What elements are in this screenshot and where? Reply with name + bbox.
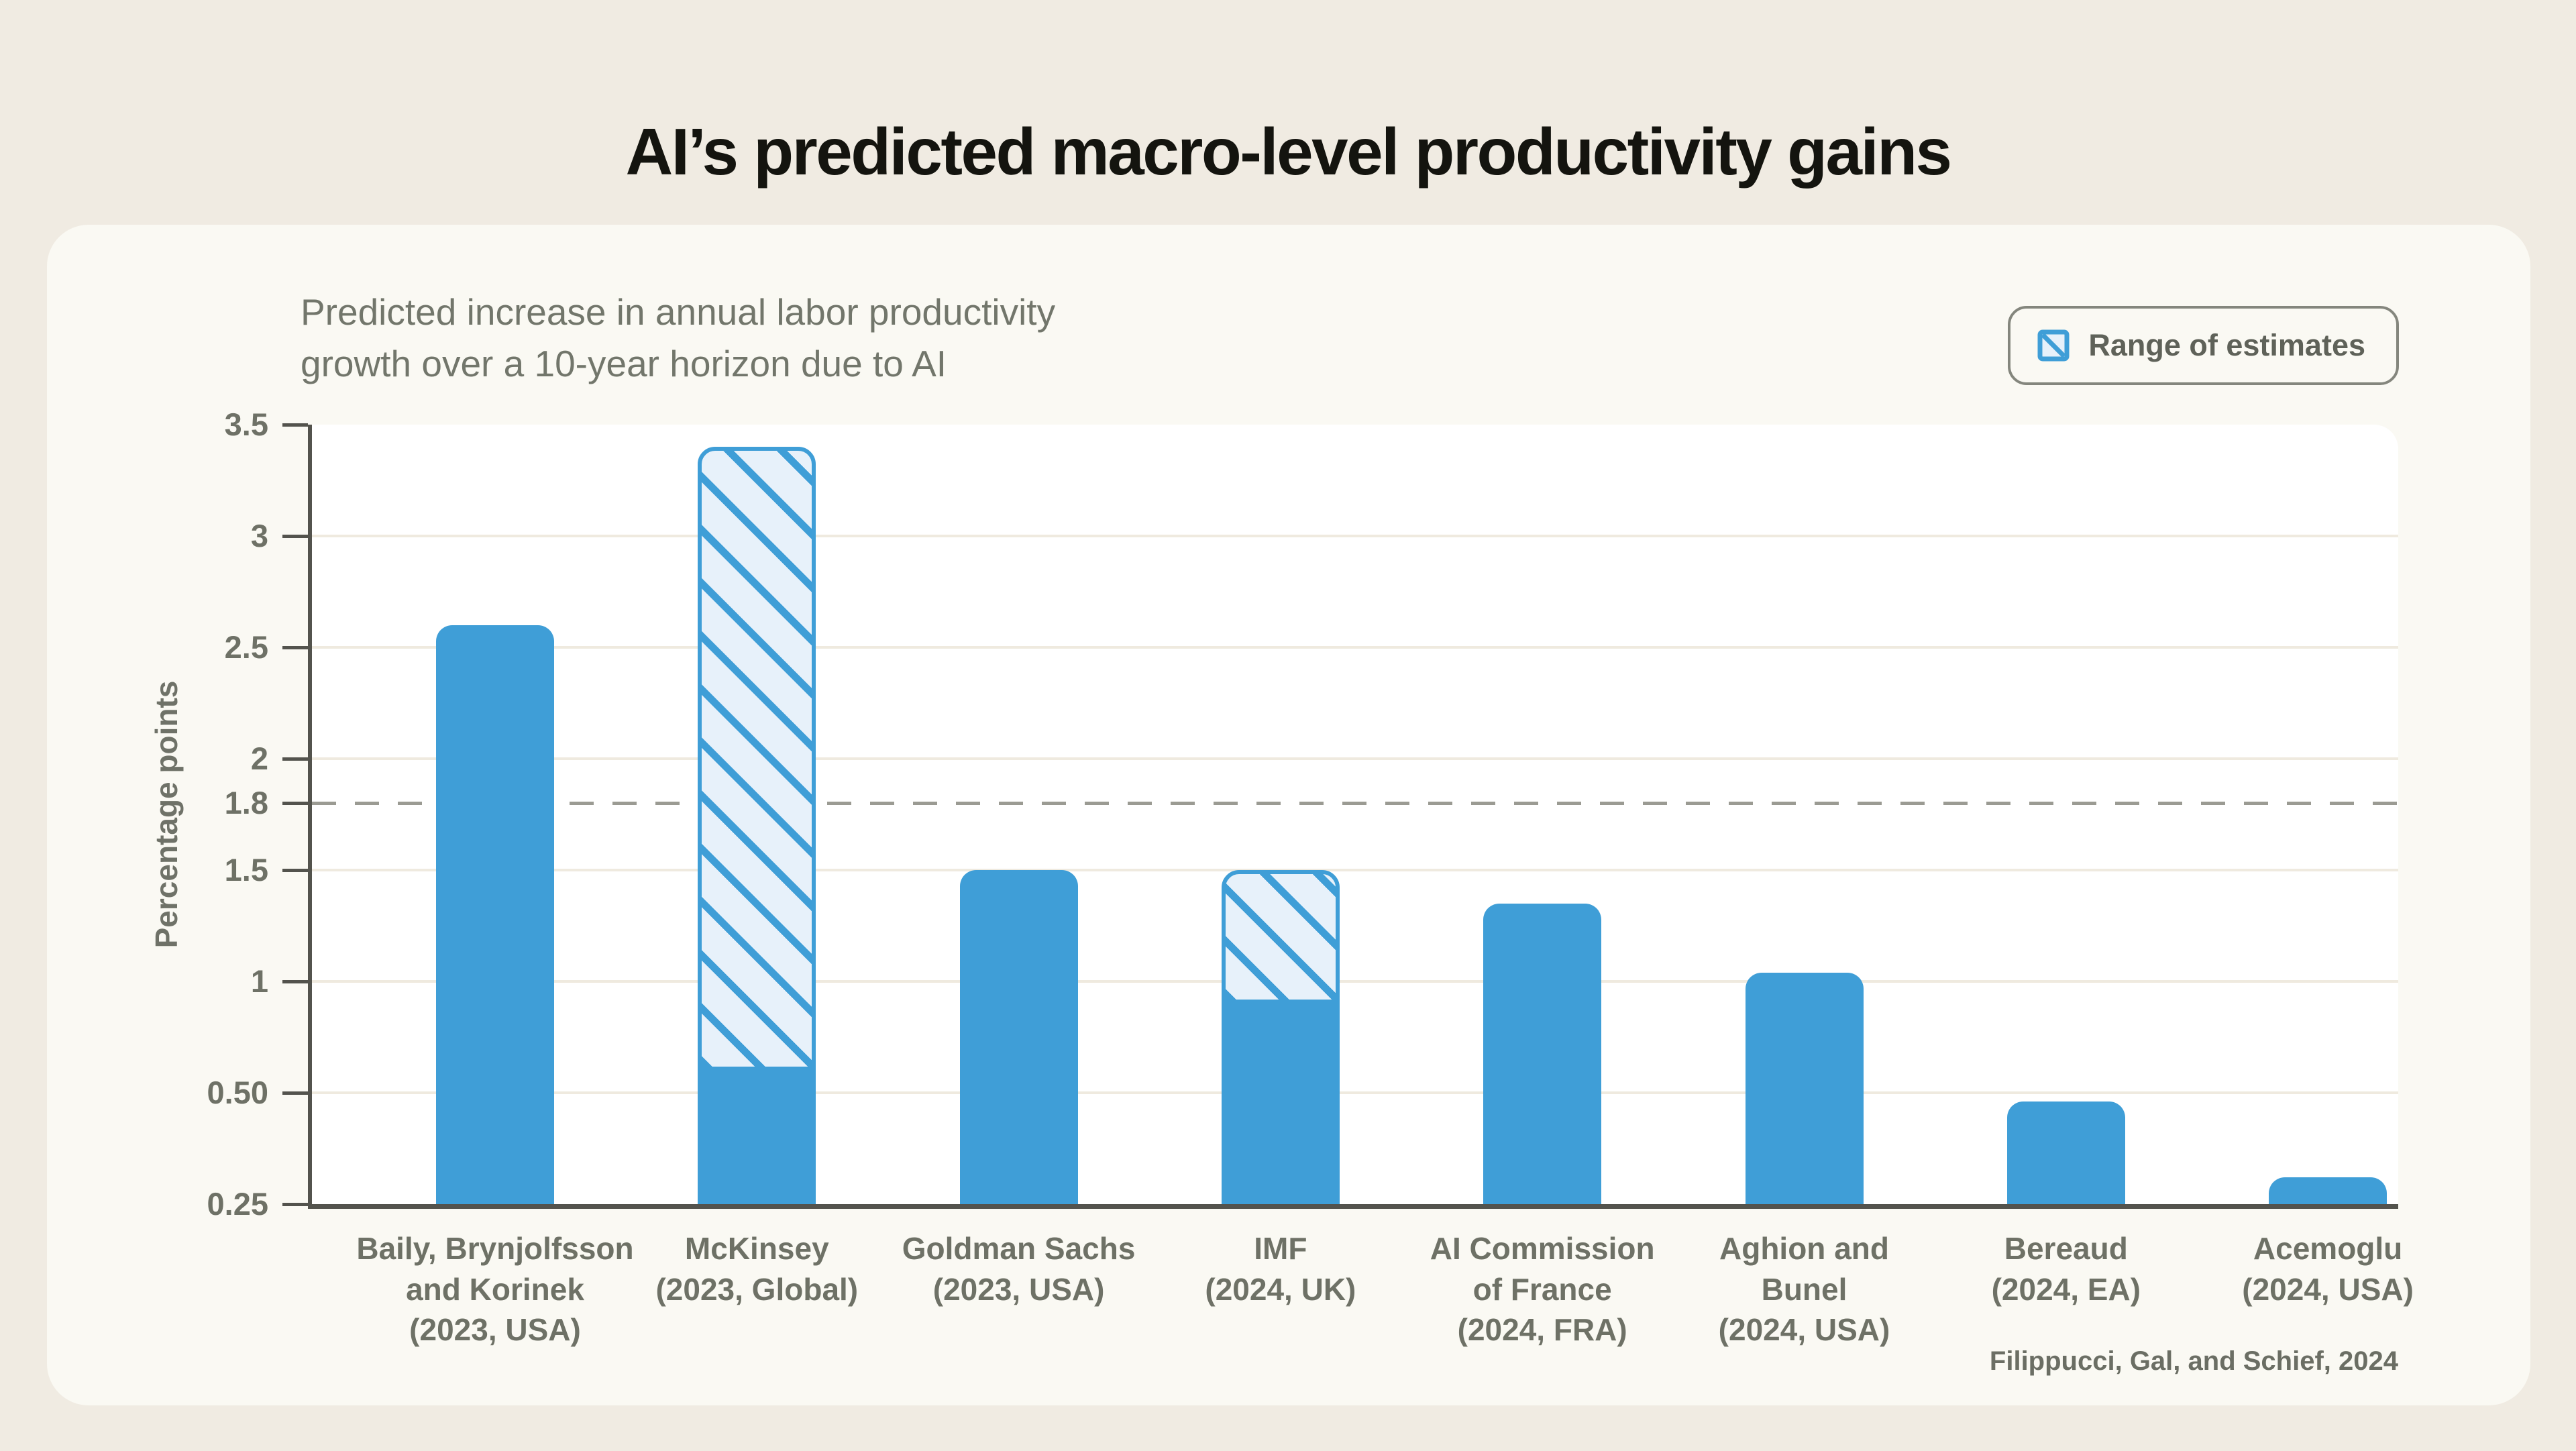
bar bbox=[436, 625, 554, 1204]
y-tick-label: 1.5 bbox=[224, 852, 268, 888]
y-tick-label: 3 bbox=[250, 518, 268, 553]
legend-label: Range of estimates bbox=[2088, 328, 2365, 362]
gridline bbox=[312, 869, 2398, 871]
y-tick-label: 1 bbox=[250, 963, 268, 999]
plot-area bbox=[312, 425, 2398, 1204]
bar bbox=[2269, 1177, 2387, 1204]
y-tick-label: 0.50 bbox=[207, 1075, 268, 1110]
x-category-label: Baily, Brynjolfsson and Korinek (2023, U… bbox=[356, 1231, 634, 1348]
x-category-label: IMF (2024, UK) bbox=[1205, 1231, 1356, 1307]
y-tick-mark bbox=[282, 757, 308, 761]
chart-card: Predicted increase in annual labor produ… bbox=[47, 225, 2530, 1405]
attribution: Filippucci, Gal, and Schief, 2024 bbox=[1989, 1346, 2398, 1376]
x-category-label: Aghion and Bunel (2024, USA) bbox=[1718, 1231, 1890, 1348]
gridline bbox=[312, 980, 2398, 983]
range-legend: Range of estimates bbox=[2008, 306, 2399, 385]
y-tick-mark bbox=[282, 869, 308, 872]
gridline bbox=[312, 757, 2398, 760]
y-tick-mark bbox=[282, 980, 308, 983]
y-tick-label: 3.5 bbox=[224, 407, 268, 442]
bar bbox=[1221, 1004, 1340, 1204]
y-tick-label: 0.25 bbox=[207, 1186, 268, 1222]
bar bbox=[1745, 972, 1864, 1204]
bar bbox=[959, 870, 1078, 1204]
y-tick-label: 2.5 bbox=[224, 629, 268, 665]
x-category-label: Goldman Sachs (2023, USA) bbox=[902, 1231, 1136, 1307]
gridline bbox=[312, 535, 2398, 537]
y-axis-spine bbox=[308, 425, 312, 1209]
y-tick-label: 2 bbox=[250, 741, 268, 776]
x-category-label: Bereaud (2024, EA) bbox=[1991, 1231, 2141, 1307]
x-category-label: AI Commission of France (2024, FRA) bbox=[1430, 1231, 1655, 1348]
x-axis-line bbox=[308, 1204, 2398, 1209]
bar bbox=[1483, 903, 1602, 1204]
page-title: AI’s predicted macro-level productivity … bbox=[625, 114, 1952, 189]
chart-subtitle: Predicted increase in annual labor produ… bbox=[301, 291, 1056, 384]
gridline bbox=[312, 646, 2398, 649]
x-category-label: McKinsey (2023, Global) bbox=[655, 1231, 859, 1307]
reference-line-1-8 bbox=[312, 802, 2398, 806]
bar-range bbox=[698, 447, 816, 1071]
gridline bbox=[312, 1091, 2398, 1094]
y-tick-mark bbox=[282, 802, 308, 806]
y-tick-mark bbox=[282, 646, 308, 649]
bar bbox=[698, 1070, 816, 1204]
y-tick-mark bbox=[282, 1203, 308, 1206]
range-hatch-icon bbox=[2037, 329, 2070, 362]
y-tick-mark bbox=[282, 1091, 308, 1095]
x-category-label: Acemoglu (2024, USA) bbox=[2242, 1231, 2414, 1307]
y-tick-mark bbox=[282, 423, 308, 427]
bar bbox=[2006, 1101, 2125, 1204]
y-tick-mark bbox=[282, 535, 308, 538]
bar-range bbox=[1221, 870, 1340, 1004]
y-tick-label: 1.8 bbox=[224, 785, 268, 821]
